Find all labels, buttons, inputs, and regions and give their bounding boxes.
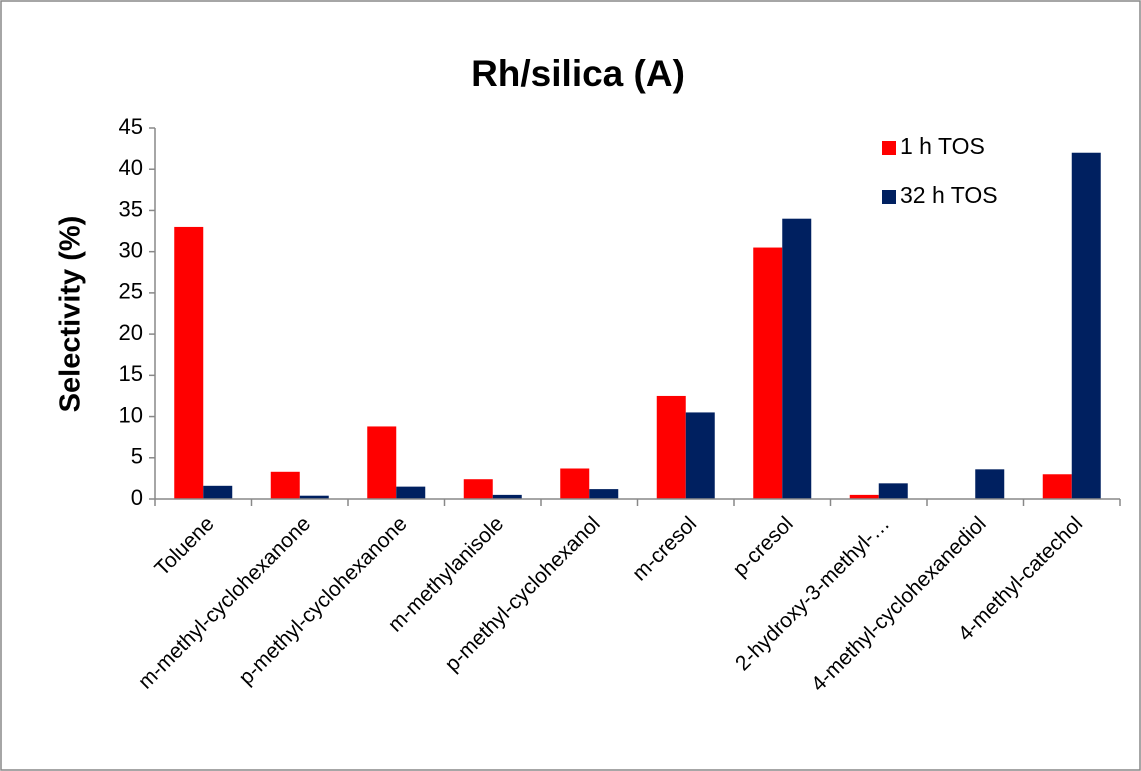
bar <box>975 469 1005 499</box>
bar <box>782 218 812 499</box>
y-axis-label: Selectivity (%) <box>55 216 87 413</box>
bar <box>367 426 397 499</box>
y-tick-label: 35 <box>119 196 143 221</box>
chart-title: Rh/silica (A) <box>471 53 685 94</box>
bar <box>878 483 908 499</box>
legend-label: 32 h TOS <box>900 182 998 208</box>
bar <box>463 479 493 499</box>
bar <box>589 489 619 499</box>
legend-swatch <box>882 190 896 204</box>
y-tick-label: 40 <box>119 155 143 180</box>
y-tick-label: 5 <box>131 444 143 469</box>
bar <box>299 495 329 499</box>
legend-swatch <box>882 141 896 155</box>
bar <box>656 395 686 499</box>
bar <box>203 485 233 499</box>
legend-label: 1 h TOS <box>900 133 985 159</box>
bar <box>492 494 522 499</box>
bar <box>685 412 715 499</box>
y-tick-label: 25 <box>119 279 143 304</box>
bar <box>1042 474 1072 499</box>
bar <box>753 247 783 499</box>
bar <box>1071 152 1101 499</box>
bar <box>174 226 204 499</box>
y-tick-label: 10 <box>119 402 143 427</box>
bar <box>270 471 300 499</box>
y-tick-label: 15 <box>119 361 143 386</box>
y-tick-label: 30 <box>119 237 143 262</box>
y-tick-label: 20 <box>119 320 143 345</box>
bar <box>849 494 879 499</box>
bar <box>396 486 426 499</box>
y-tick-label: 0 <box>131 485 143 510</box>
bar <box>560 468 590 499</box>
y-tick-label: 45 <box>119 114 143 139</box>
